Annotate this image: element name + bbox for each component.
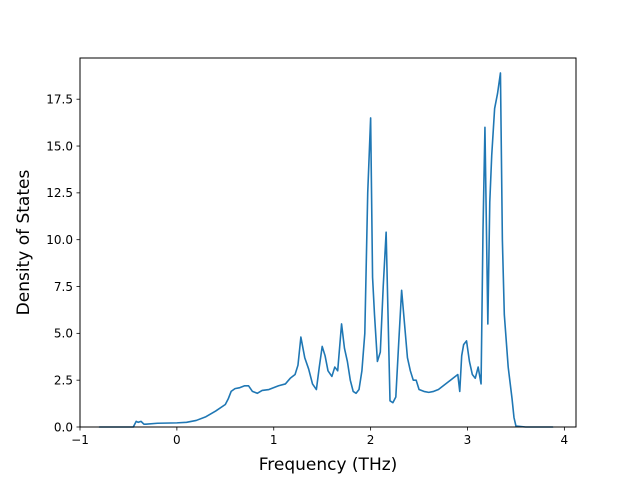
x-tick-label: −1: [71, 433, 89, 447]
y-tick-label: 17.5: [46, 93, 73, 107]
x-tick-label: 1: [270, 433, 278, 447]
y-tick-label: 10.0: [46, 233, 73, 247]
x-axis-label: Frequency (THz): [259, 455, 398, 475]
y-tick-label: 0.0: [54, 420, 73, 434]
y-axis-label: Density of States: [14, 170, 34, 316]
x-tick-label: 3: [464, 433, 472, 447]
ticks: −1 0 1 2 3 4 0.0 2.5 5.0 7.5 10.0 12.5 15.0 17.5: [46, 93, 568, 447]
y-tick-label: 12.5: [46, 186, 73, 200]
y-tick-label: 15.0: [46, 139, 73, 153]
dos-line: [98, 72, 554, 428]
series-layer: [98, 72, 554, 428]
x-tick-label: 2: [367, 433, 375, 447]
y-tick-label: 2.5: [54, 373, 73, 387]
x-tick-label: 4: [561, 433, 569, 447]
x-tick-label: 0: [173, 433, 181, 447]
plot-frame: [79, 57, 577, 428]
y-tick-label: 5.0: [54, 327, 73, 341]
y-tick-label: 7.5: [54, 280, 73, 294]
